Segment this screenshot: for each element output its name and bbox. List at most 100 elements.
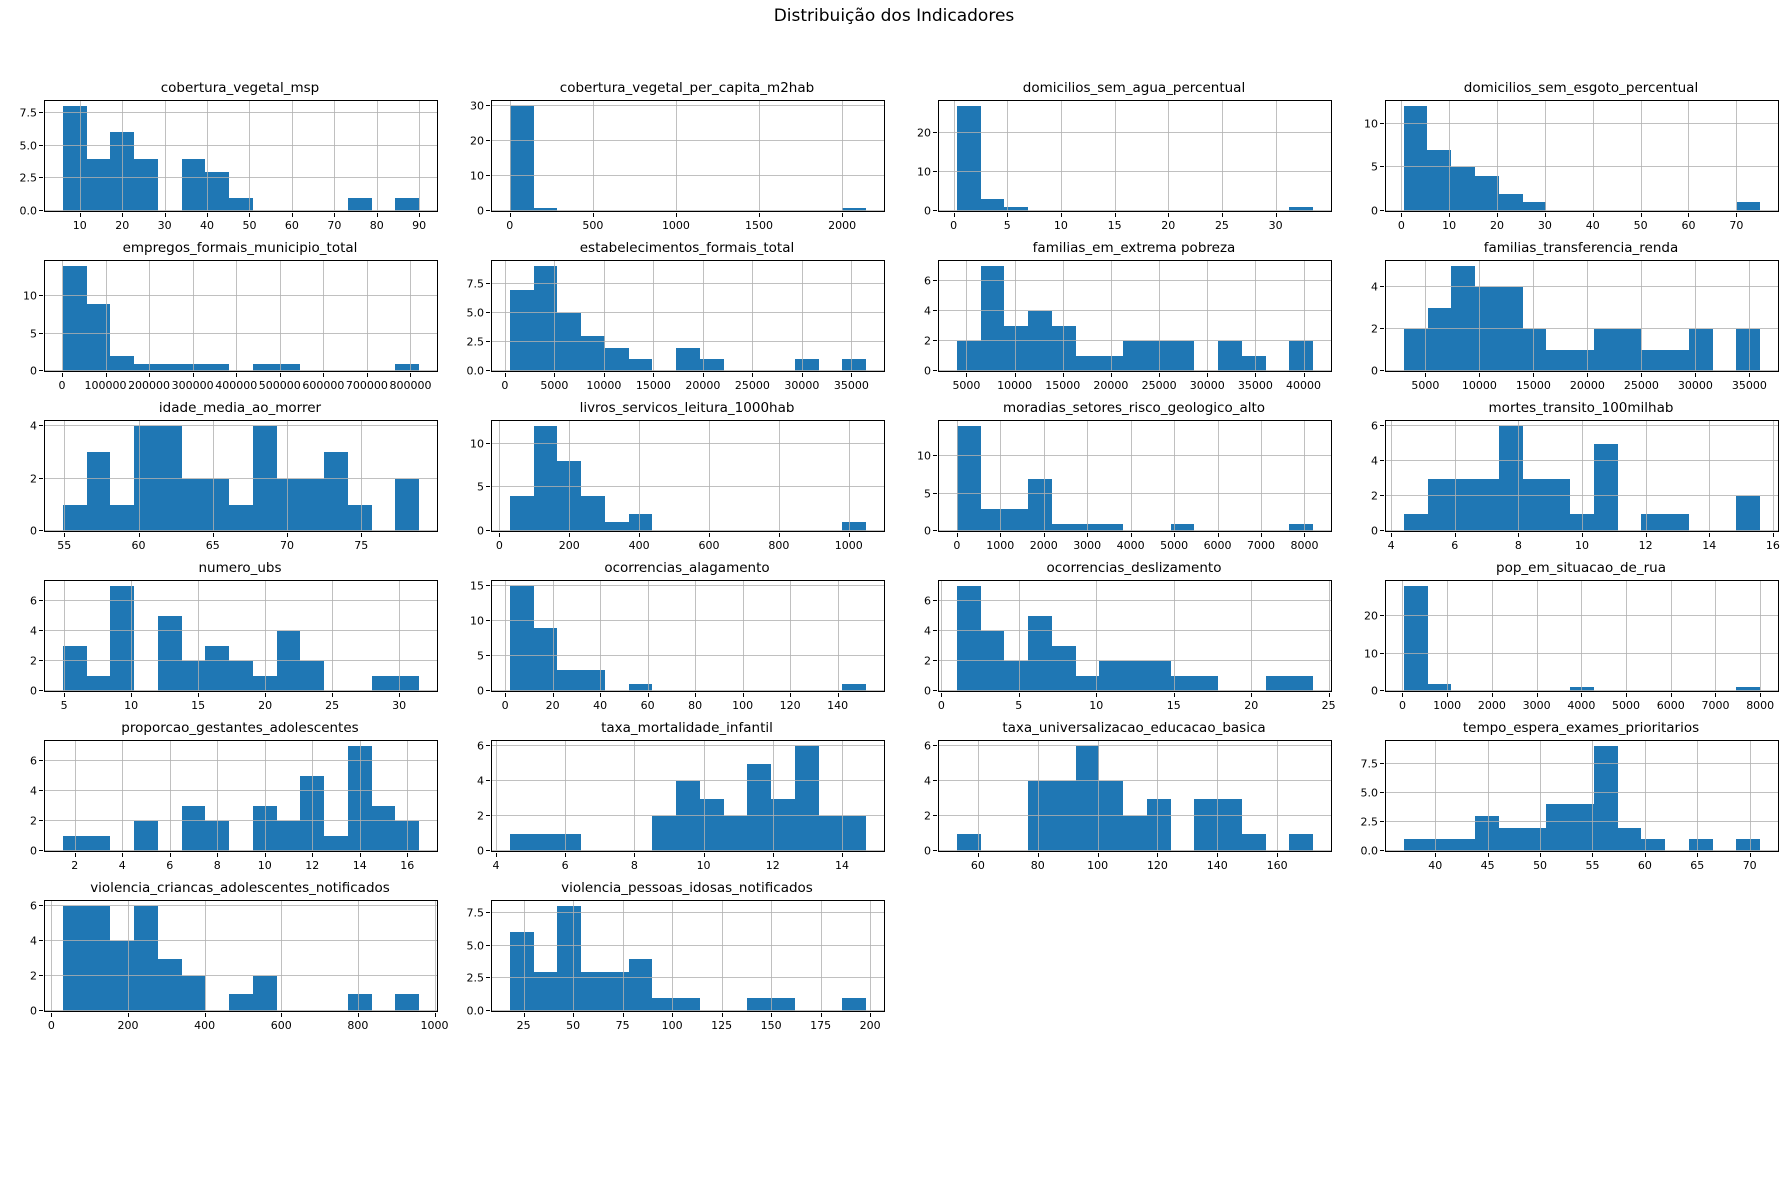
- histogram-bar: [300, 661, 325, 691]
- x-tick-label: 80: [369, 219, 384, 232]
- histogram-bar: [1427, 839, 1452, 851]
- x-tick-mark: [1772, 533, 1774, 537]
- histogram-bar: [371, 806, 396, 851]
- histogram-bar: [628, 359, 653, 371]
- x-tick-mark: [1255, 373, 1257, 377]
- histogram-bar: [1241, 356, 1266, 371]
- histogram-bar: [1403, 839, 1428, 851]
- histogram-bar: [1146, 798, 1171, 851]
- y-tick-label: 5: [30, 327, 37, 341]
- x-tick-mark: [312, 853, 314, 857]
- histogram-bar: [134, 906, 158, 1011]
- y-tick-label: 2: [924, 809, 931, 823]
- x-tick-label: 60: [131, 539, 146, 552]
- y-gridline: [45, 820, 437, 822]
- x-tick-label: 200000: [128, 379, 171, 392]
- histogram-bar: [1170, 523, 1195, 531]
- y-gridline: [492, 370, 884, 371]
- x-gridline: [366, 261, 368, 371]
- figure-title: Distribuição dos Indicadores: [773, 6, 1015, 26]
- histogram-bar: [347, 504, 372, 531]
- histogram-bar: [347, 197, 372, 211]
- x-gridline: [1688, 101, 1690, 211]
- histogram-bar: [1617, 827, 1642, 851]
- x-tick-label: 12: [1638, 539, 1653, 552]
- y-gridline: [492, 977, 884, 979]
- x-tick-mark: [1221, 213, 1223, 217]
- y-gridline: [492, 690, 884, 691]
- x-gridline: [1749, 261, 1751, 371]
- y-tick-mark: [486, 850, 490, 851]
- x-tick-label: 50: [566, 1019, 581, 1032]
- histogram-bar: [980, 508, 1005, 531]
- x-tick-mark: [51, 1013, 53, 1017]
- x-gridline: [672, 901, 674, 1011]
- x-gridline: [603, 261, 605, 371]
- x-gridline: [1087, 421, 1089, 531]
- histogram-bar: [842, 207, 867, 211]
- x-gridline: [1207, 261, 1209, 371]
- histogram-bar: [205, 363, 230, 371]
- x-gridline: [504, 261, 506, 371]
- x-tick-label: 1000: [1433, 699, 1462, 712]
- x-tick-label: 800: [347, 1019, 369, 1032]
- y-gridline: [492, 175, 884, 177]
- x-tick-label: 3000: [1522, 699, 1551, 712]
- histogram-bar: [1004, 661, 1029, 691]
- y-tick-label: 7.5: [466, 906, 485, 920]
- y-tick-label: 4: [1371, 280, 1378, 294]
- x-tick-label: 16: [400, 859, 415, 872]
- y-tick-label: 0: [30, 364, 37, 378]
- histogram-bar: [956, 106, 981, 211]
- x-tick-label: 4: [118, 859, 126, 872]
- histogram-bar: [1004, 326, 1029, 371]
- x-tick-mark: [1007, 213, 1009, 217]
- y-tick-mark: [39, 905, 43, 907]
- x-gridline: [1709, 421, 1711, 531]
- y-gridline: [45, 332, 437, 334]
- histogram-bar: [771, 798, 795, 851]
- x-tick-label: 8: [630, 859, 638, 872]
- subplot-title: familias_em_extrema pobreza: [1032, 240, 1236, 256]
- x-tick-mark: [164, 213, 166, 217]
- x-gridline: [695, 581, 697, 691]
- x-gridline: [1497, 101, 1499, 211]
- y-gridline: [45, 425, 437, 427]
- y-gridline: [939, 171, 1331, 173]
- x-tick-mark: [941, 693, 943, 697]
- y-tick-label: 10: [470, 437, 484, 451]
- x-tick-mark: [1130, 533, 1132, 537]
- plot-area: 5 10 15 20 25 30 0 2 4 6: [30, 580, 438, 712]
- x-gridline: [127, 901, 129, 1011]
- y-tick-mark: [933, 630, 937, 632]
- y-tick-mark: [933, 600, 937, 602]
- x-tick-mark: [131, 693, 133, 697]
- x-gridline: [702, 261, 704, 371]
- histogram-bar: [157, 426, 182, 531]
- y-tick-label: 0: [30, 844, 37, 858]
- histogram-bar: [1099, 661, 1124, 691]
- subplot-title: ocorrencias_deslizamento: [1046, 560, 1222, 576]
- x-tick-mark: [207, 213, 209, 217]
- x-tick-label: 4: [1387, 539, 1395, 552]
- x-gridline: [1043, 421, 1045, 531]
- y-gridline: [939, 530, 1331, 531]
- x-gridline: [870, 901, 872, 1011]
- subplot: domicilios_sem_agua_percentual 0 5 10 15 20 2…: [894, 78, 1341, 238]
- y-gridline: [45, 760, 437, 762]
- y-tick-label: 4: [924, 304, 931, 318]
- x-tick-mark: [1709, 533, 1711, 537]
- y-tick-label: 4: [30, 784, 37, 798]
- y-tick-mark: [1380, 530, 1384, 531]
- x-gridline: [1401, 101, 1403, 211]
- x-tick-mark: [848, 533, 850, 537]
- y-tick-mark: [933, 210, 937, 211]
- x-tick-mark: [509, 213, 511, 217]
- subplot-title: moradias_setores_risco_geologico_alto: [1002, 400, 1266, 416]
- x-tick-mark: [1037, 853, 1039, 857]
- subplot-title: domicilios_sem_esgoto_percentual: [1463, 80, 1699, 96]
- x-tick-mark: [64, 533, 66, 537]
- y-gridline: [939, 690, 1331, 691]
- x-gridline: [1096, 581, 1098, 691]
